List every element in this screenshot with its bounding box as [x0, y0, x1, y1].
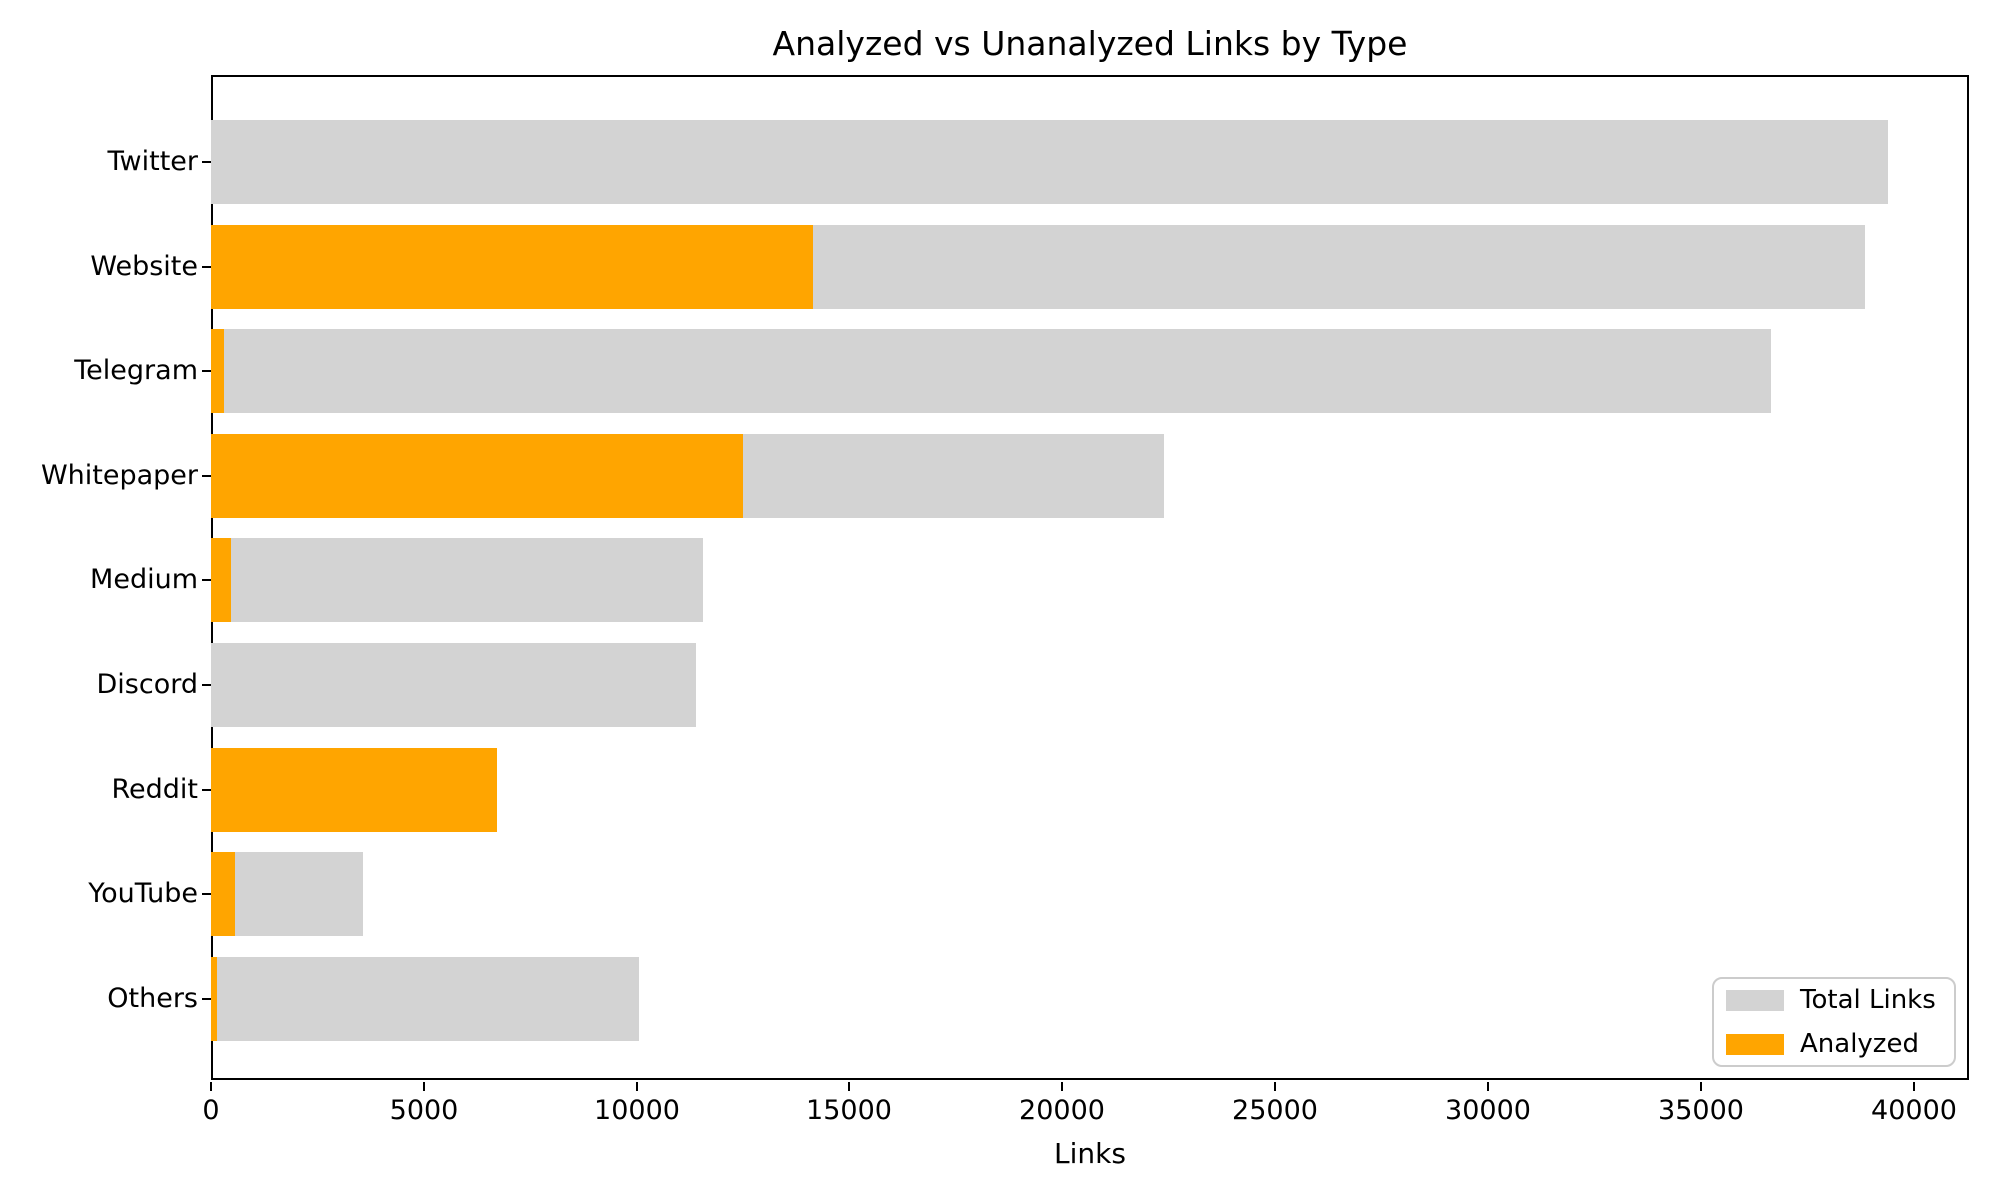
chart-title: Analyzed vs Unanalyzed Links by Type [772, 24, 1408, 63]
x-tick-mark-30000 [1487, 1082, 1489, 1091]
x-tick-mark-20000 [1061, 1082, 1063, 1091]
bar-analyzed-youtube [211, 852, 235, 937]
y-tick-mark-others [202, 997, 211, 1000]
x-tick-mark-5000 [423, 1082, 425, 1091]
x-tick-mark-15000 [848, 1082, 850, 1091]
y-tick-mark-youtube [202, 893, 211, 896]
y-tick-mark-website [202, 265, 211, 268]
bar-total-youtube [211, 852, 363, 937]
bar-total-twitter [211, 120, 1888, 204]
y-tick-label-whitepaper: Whitepaper [40, 459, 198, 491]
legend-label-analyzed: Analyzed [1800, 1029, 1919, 1059]
bar-total-others [211, 956, 639, 1041]
y-tick-label-reddit: Reddit [111, 773, 198, 805]
x-tick-mark-40000 [1913, 1082, 1915, 1091]
legend-swatch-total-links [1726, 989, 1784, 1011]
bar-analyzed-whitepaper [211, 433, 743, 518]
bar-total-telegram [211, 329, 1771, 414]
legend-label-total-links: Total Links [1800, 985, 1936, 1015]
y-tick-mark-telegram [202, 370, 211, 373]
bar-analyzed-telegram [211, 329, 224, 414]
y-tick-label-discord: Discord [96, 669, 199, 700]
y-tick-label-twitter: Twitter [107, 146, 199, 177]
x-tick-label-15000: 15000 [806, 1095, 892, 1126]
x-tick-label-30000: 30000 [1445, 1095, 1531, 1126]
x-tick-label-40000: 40000 [1871, 1095, 1957, 1126]
y-tick-label-medium: Medium [90, 564, 198, 596]
y-tick-mark-medium [202, 579, 211, 582]
y-tick-label-website: Website [90, 250, 198, 282]
y-tick-label-telegram: Telegram [74, 355, 198, 387]
bar-analyzed-medium [211, 538, 231, 623]
y-tick-mark-discord [202, 684, 211, 686]
x-tick-mark-35000 [1700, 1082, 1702, 1091]
y-tick-mark-whitepaper [202, 474, 211, 477]
x-tick-label-10000: 10000 [594, 1095, 680, 1126]
bar-total-medium [211, 538, 703, 623]
x-axis-label: Links [1054, 1137, 1126, 1170]
x-tick-mark-10000 [636, 1082, 638, 1091]
legend: Total Links Analyzed [1712, 977, 1956, 1067]
bar-analyzed-others [211, 956, 217, 1041]
legend-swatch-analyzed [1726, 1033, 1784, 1055]
x-tick-label-0: 0 [202, 1095, 220, 1126]
x-tick-mark-25000 [1274, 1082, 1276, 1091]
bar-analyzed-reddit [211, 747, 497, 832]
y-tick-label-youtube: YouTube [88, 878, 198, 910]
bar-analyzed-website [211, 224, 813, 309]
x-tick-mark-0 [210, 1082, 212, 1091]
legend-item-analyzed: Analyzed [1726, 1029, 1942, 1059]
x-tick-label-25000: 25000 [1232, 1095, 1318, 1126]
x-tick-label-35000: 35000 [1658, 1095, 1744, 1126]
x-tick-label-5000: 5000 [389, 1095, 459, 1126]
y-tick-mark-reddit [202, 788, 211, 791]
x-tick-label-20000: 20000 [1019, 1095, 1105, 1126]
bar-total-discord [211, 643, 696, 727]
y-tick-mark-twitter [202, 161, 211, 163]
legend-item-total-links: Total Links [1726, 985, 1942, 1015]
y-tick-label-others: Others [107, 982, 198, 1014]
